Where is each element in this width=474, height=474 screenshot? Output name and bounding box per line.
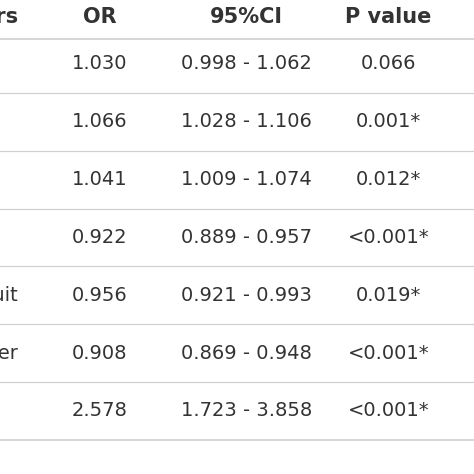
Text: duit: duit bbox=[0, 286, 19, 305]
Text: 2.578: 2.578 bbox=[72, 401, 128, 420]
Text: 0.066: 0.066 bbox=[361, 55, 417, 73]
Text: <0.001*: <0.001* bbox=[348, 401, 429, 420]
Text: 0.889 - 0.957: 0.889 - 0.957 bbox=[181, 228, 312, 247]
Text: 1.723 - 3.858: 1.723 - 3.858 bbox=[181, 401, 312, 420]
Text: 0.012*: 0.012* bbox=[356, 170, 421, 189]
Text: 1.066: 1.066 bbox=[72, 112, 128, 131]
Text: 95%CI: 95%CI bbox=[210, 7, 283, 27]
Text: 0.019*: 0.019* bbox=[356, 286, 421, 305]
Text: 1.009 - 1.074: 1.009 - 1.074 bbox=[181, 170, 312, 189]
Text: <0.001*: <0.001* bbox=[348, 228, 429, 247]
Text: 0.956: 0.956 bbox=[72, 286, 128, 305]
Text: OR: OR bbox=[83, 7, 116, 27]
Text: 0.908: 0.908 bbox=[72, 344, 128, 363]
Text: 1.041: 1.041 bbox=[72, 170, 128, 189]
Text: 0.001*: 0.001* bbox=[356, 112, 421, 131]
Text: P value: P value bbox=[346, 7, 432, 27]
Text: 1.030: 1.030 bbox=[72, 55, 128, 73]
Text: 0.998 - 1.062: 0.998 - 1.062 bbox=[181, 55, 312, 73]
Text: 0.921 - 0.993: 0.921 - 0.993 bbox=[181, 286, 312, 305]
Text: 0.922: 0.922 bbox=[72, 228, 128, 247]
Text: 0.869 - 0.948: 0.869 - 0.948 bbox=[181, 344, 312, 363]
Text: ster: ster bbox=[0, 344, 19, 363]
Text: <0.001*: <0.001* bbox=[348, 344, 429, 363]
Text: ers: ers bbox=[0, 7, 18, 27]
Text: 1.028 - 1.106: 1.028 - 1.106 bbox=[181, 112, 312, 131]
